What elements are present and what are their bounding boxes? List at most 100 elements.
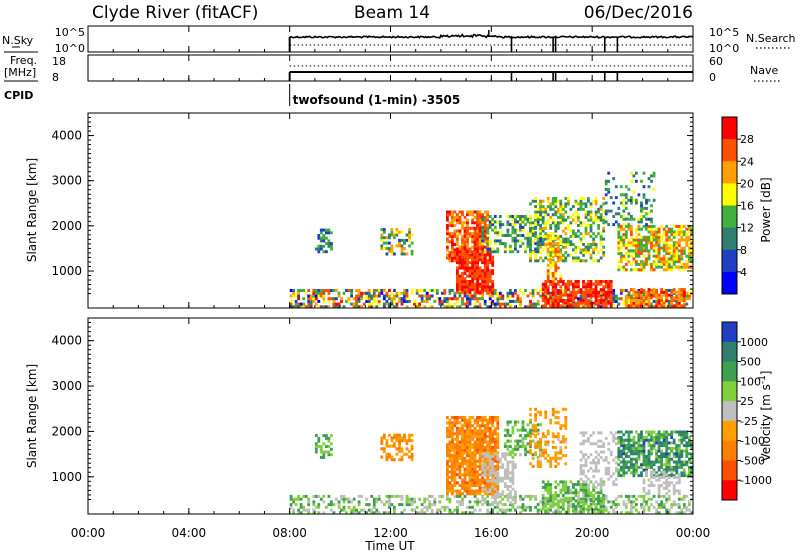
heatmap-cell bbox=[451, 445, 454, 449]
heatmap-cell bbox=[642, 497, 646, 501]
heatmap-cell bbox=[388, 494, 391, 498]
heatmap-cell bbox=[652, 484, 656, 488]
colorbar-tick-label: 20 bbox=[740, 177, 754, 190]
heatmap-cell bbox=[584, 205, 588, 209]
heatmap-cell bbox=[297, 291, 300, 295]
heatmap-cell bbox=[622, 468, 626, 472]
heatmap-cell bbox=[556, 456, 560, 460]
heatmap-cell bbox=[640, 299, 643, 303]
heatmap-cell bbox=[612, 472, 616, 476]
heatmap-cell bbox=[483, 221, 487, 225]
heatmap-cell bbox=[372, 497, 376, 501]
heatmap-cell bbox=[539, 413, 542, 417]
heatmap-cell bbox=[582, 497, 585, 501]
heatmap-cell bbox=[408, 230, 411, 234]
heatmap-cell bbox=[602, 458, 606, 462]
heatmap-cell bbox=[660, 433, 663, 437]
heatmap-cell bbox=[541, 199, 545, 203]
heatmap-cell bbox=[655, 238, 658, 242]
heatmap-cell bbox=[332, 503, 336, 507]
heatmap-cell bbox=[685, 436, 689, 439]
heatmap-cell bbox=[609, 450, 613, 454]
heatmap-cell bbox=[486, 445, 490, 449]
heatmap-cell bbox=[448, 302, 452, 306]
heatmap-cell bbox=[688, 444, 691, 448]
heatmap-cell bbox=[481, 452, 485, 456]
heatmap-cell bbox=[652, 254, 656, 258]
heatmap-cell bbox=[536, 462, 540, 466]
heatmap-cell bbox=[572, 234, 575, 238]
heatmap-cell bbox=[551, 199, 555, 203]
heatmap-cell bbox=[670, 254, 674, 258]
heatmap-cell bbox=[385, 458, 389, 462]
heatmap-cell bbox=[491, 476, 495, 480]
heatmap-cell bbox=[652, 187, 656, 191]
heatmap-cell bbox=[478, 289, 482, 292]
heatmap-cell bbox=[352, 302, 356, 306]
heatmap-cell bbox=[370, 297, 374, 301]
heatmap-cell bbox=[448, 511, 452, 515]
heatmap-cell bbox=[551, 297, 555, 301]
heatmap-cell bbox=[551, 213, 555, 217]
heatmap-cell bbox=[534, 234, 537, 238]
heatmap-cell bbox=[652, 494, 656, 498]
heatmap-cell bbox=[546, 242, 550, 246]
heatmap-cell bbox=[551, 242, 555, 246]
heatmap-cell bbox=[325, 305, 328, 309]
heatmap-cell bbox=[546, 269, 550, 273]
heatmap-cell bbox=[650, 220, 653, 224]
heatmap-cell bbox=[458, 282, 462, 286]
heatmap-cell bbox=[619, 193, 623, 197]
heatmap-cell bbox=[367, 503, 371, 507]
heatmap-cell bbox=[685, 452, 689, 456]
heatmap-cell bbox=[446, 426, 449, 430]
heatmap-cell bbox=[536, 210, 540, 214]
heatmap-cell bbox=[680, 293, 684, 297]
heatmap-cell bbox=[682, 511, 686, 515]
heatmap-cell bbox=[458, 484, 462, 488]
heatmap-cell bbox=[665, 460, 669, 464]
heatmap-cell bbox=[461, 261, 464, 265]
heatmap-cell bbox=[456, 229, 459, 233]
heatmap-cell bbox=[627, 243, 631, 247]
heatmap-cell bbox=[468, 448, 472, 452]
heatmap-cell bbox=[476, 435, 479, 439]
heatmap-cell bbox=[491, 440, 495, 444]
heatmap-cell bbox=[476, 432, 479, 436]
heatmap-cell bbox=[458, 416, 462, 419]
heatmap-cell bbox=[511, 471, 515, 475]
heatmap-cell bbox=[564, 251, 568, 255]
heatmap-cell bbox=[624, 296, 628, 300]
heatmap-cell bbox=[461, 271, 464, 275]
heatmap-cell bbox=[347, 505, 351, 509]
heatmap-cell bbox=[589, 213, 593, 217]
heatmap-cell bbox=[451, 210, 454, 214]
heatmap-cell bbox=[463, 484, 467, 488]
heatmap-cell bbox=[473, 440, 477, 444]
heatmap-cell bbox=[503, 468, 507, 472]
heatmap-cell bbox=[511, 428, 515, 432]
heatmap-cell bbox=[660, 500, 663, 504]
heatmap-cell bbox=[602, 210, 606, 214]
heatmap-cell bbox=[491, 424, 495, 428]
heatmap-cell bbox=[660, 436, 663, 439]
heatmap-cell bbox=[640, 505, 643, 509]
heatmap-cell bbox=[456, 492, 459, 496]
heatmap-cell bbox=[382, 447, 386, 451]
heatmap-cell bbox=[587, 494, 590, 497]
heatmap-cell bbox=[524, 436, 527, 440]
heatmap-cell bbox=[289, 289, 293, 292]
heatmap-cell bbox=[486, 282, 490, 286]
heatmap-cell bbox=[567, 301, 570, 305]
heatmap-cell bbox=[307, 497, 311, 501]
heatmap-cell bbox=[529, 451, 532, 455]
heatmap-cell bbox=[476, 305, 479, 309]
heatmap-cell bbox=[511, 450, 515, 454]
heatmap-cell bbox=[357, 291, 361, 295]
heatmap-cell bbox=[473, 210, 477, 214]
heatmap-cell bbox=[466, 426, 469, 430]
heatmap-cell bbox=[546, 288, 550, 292]
heatmap-cell bbox=[554, 263, 558, 267]
heatmap-cell bbox=[640, 444, 643, 448]
heatmap-cell bbox=[614, 469, 618, 473]
